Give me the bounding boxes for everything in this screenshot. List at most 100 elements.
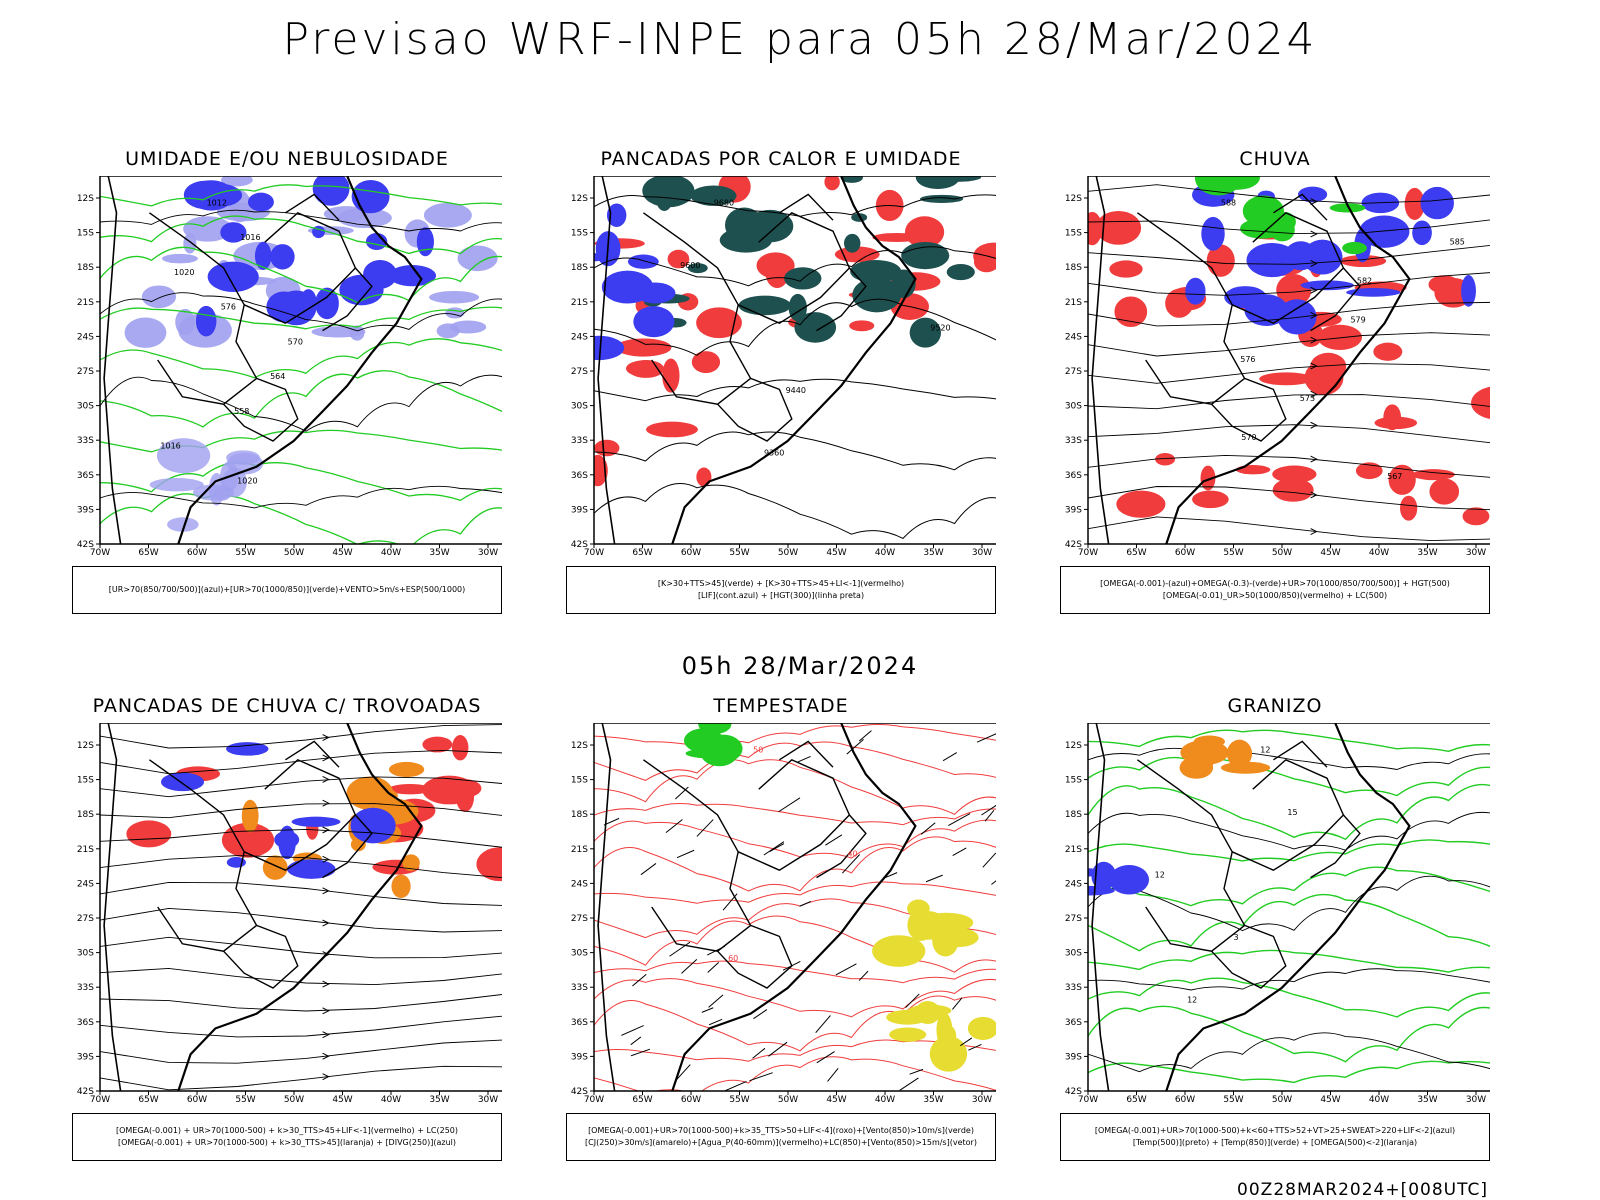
streamline-arrow	[1310, 259, 1318, 267]
lon-tick-label: 50W	[284, 1095, 304, 1103]
shaded-cell	[642, 176, 695, 208]
shaded-cell	[691, 351, 721, 374]
border-line	[148, 212, 258, 405]
forecast-map[interactable]: 588 585 582 579 576 573 570 567 12S 15S 18S 21S 24S 2…	[1060, 176, 1490, 556]
panel-tempestade: TEMPESTADE 50 40 60 12S 15S 18S 21S 24S 27S 30S 33…	[566, 695, 996, 1165]
panel-title: GRANIZO	[1227, 695, 1323, 717]
shaded-field	[160, 742, 396, 879]
streamline	[1088, 332, 1490, 357]
map-frame	[593, 723, 996, 1092]
lat-tick-label: 27S	[1065, 367, 1082, 377]
shaded-cell	[1109, 260, 1143, 278]
geography	[103, 176, 423, 544]
lat-tick-label: 24S	[1065, 879, 1082, 889]
lat-tick-label: 18S	[571, 810, 588, 820]
forecast-map[interactable]: 12 15 12 3 12 12S 15S 18S 21S 24S 27S 30S 33S 36S 39S 4…	[1060, 723, 1490, 1103]
contour-label: 3	[1233, 933, 1238, 942]
lat-tick-label: 18S	[1065, 263, 1082, 273]
shaded-cell	[872, 232, 922, 243]
wind-vector	[858, 970, 869, 981]
border-line	[1310, 814, 1361, 879]
lat-tick-label: 15S	[77, 229, 94, 239]
lon-tick-label: 65W	[1126, 548, 1146, 556]
shaded-cell	[422, 736, 453, 753]
shaded-cell	[646, 421, 698, 438]
legend-line: [K>30+TTS>45](verde) + [K>30+TTS>45+LI<-…	[657, 579, 905, 588]
shaded-cell	[1400, 495, 1418, 521]
shaded-cell	[901, 241, 950, 270]
contour-line	[1088, 949, 1490, 973]
lon-tick-label: 55W	[235, 1095, 255, 1103]
panel-granizo: GRANIZO 12 15 12 3 12 12S 15S 18S 21S 24S 27S 30S 33…	[1060, 695, 1490, 1165]
border-line	[816, 814, 867, 879]
wind-vector	[799, 901, 812, 907]
wind-vector	[752, 1047, 766, 1059]
border-line	[1136, 212, 1246, 405]
border-line	[223, 924, 299, 989]
lat-tick-label: 36S	[571, 471, 588, 481]
lat-tick-label: 12S	[77, 194, 94, 204]
lon-tick-label: 55W	[1223, 548, 1243, 556]
streamline	[100, 994, 502, 1012]
shaded-field	[683, 723, 743, 767]
shaded-cell	[967, 1016, 996, 1040]
lon-tick-label: 60W	[187, 548, 207, 556]
geography	[1091, 176, 1411, 544]
contour-line	[1088, 747, 1490, 770]
shaded-cell	[274, 830, 300, 849]
lon-tick-label: 65W	[632, 548, 652, 556]
lon-tick-label: 70W	[1078, 1095, 1098, 1103]
streamline	[100, 936, 502, 959]
shaded-cell	[347, 289, 377, 305]
coastline	[177, 723, 423, 1091]
border-line	[779, 740, 834, 768]
map-layers: 50 40 60	[594, 723, 996, 1091]
lon-tick-label: 65W	[138, 1095, 158, 1103]
shaded-cell	[1200, 752, 1214, 771]
legend-line: [CJ(250)>30m/s](amarelo)+[Agua_P(40-60mm…	[585, 1138, 977, 1147]
streamlines	[1088, 184, 1490, 542]
shaded-cell	[388, 783, 432, 795]
lon-tick-label: 30W	[478, 1095, 498, 1103]
map-frame	[593, 176, 996, 545]
contour-label: 12	[1155, 871, 1165, 880]
lat-tick-label: 18S	[1065, 810, 1082, 820]
lon-tick-label: 35W	[429, 1095, 449, 1103]
shaded-cell	[350, 807, 396, 844]
panel-title: UMIDADE E/OU NEBULOSIDADE	[125, 148, 449, 170]
shaded-cell	[1114, 296, 1148, 328]
forecast-map[interactable]: 9680 9600 9520 9440 9360 12S 15S 18S 21S 24S 27S 30…	[566, 176, 996, 556]
shaded-cell	[1109, 864, 1150, 895]
shaded-field	[594, 203, 676, 361]
shaded-cell	[315, 287, 339, 320]
lat-tick-label: 42S	[571, 1087, 588, 1097]
streamline	[100, 776, 502, 798]
lat-tick-label: 12S	[571, 741, 588, 751]
forecast-map[interactable]: 50 40 60 12S 15S 18S 21S 24S 27S 30S 33S 36S 39S 42S 7…	[566, 723, 996, 1103]
forecast-map[interactable]: 12S 15S 18S 21S 24S 27S 30S 33S 36S 39S 42S 70W 65W 6…	[72, 723, 502, 1103]
streamline	[1088, 424, 1490, 444]
map-frame	[99, 723, 502, 1092]
contour-line	[1088, 811, 1490, 851]
lon-tick-label: 70W	[1078, 548, 1098, 556]
streamline-arrow	[322, 775, 330, 783]
shaded-cell	[167, 517, 199, 532]
shaded-cell	[149, 478, 204, 492]
shaded-cell	[695, 732, 719, 754]
contour-line	[100, 306, 502, 330]
contour-line	[1088, 756, 1490, 797]
forecast-map[interactable]: 1012 1016 1020 576 570 564 558 1016 1020 12S 15S 18…	[72, 176, 502, 556]
streamline	[1088, 363, 1490, 384]
contour-label: 9600	[680, 261, 700, 270]
lat-tick-label: 36S	[77, 1018, 94, 1028]
lat-tick-label: 27S	[571, 367, 588, 377]
lon-tick-label: 50W	[1272, 1095, 1292, 1103]
streamline-arrow	[322, 1052, 330, 1060]
lat-tick-label: 42S	[1065, 540, 1082, 550]
shaded-cell	[696, 307, 742, 339]
lon-tick-label: 40W	[381, 548, 401, 556]
wind-vector	[827, 1068, 839, 1082]
lat-tick-label: 30S	[571, 949, 588, 959]
shaded-cell	[1242, 195, 1285, 227]
shaded-cell	[633, 306, 675, 338]
